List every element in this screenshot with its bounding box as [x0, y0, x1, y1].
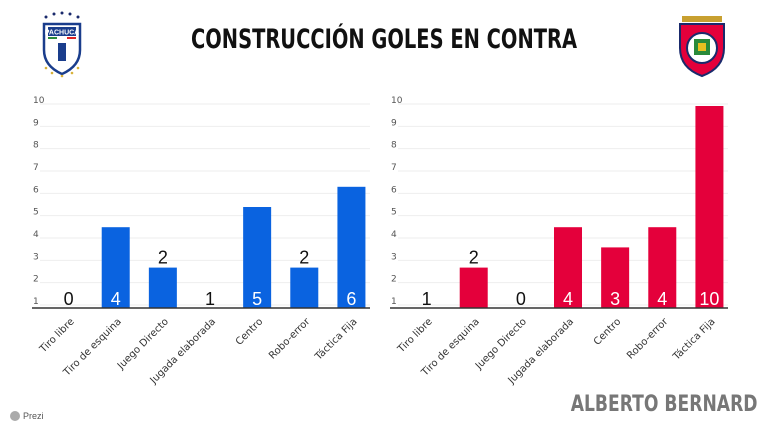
y-tick-label: 7 — [391, 163, 397, 173]
y-tick-label: 1 — [33, 297, 39, 307]
y-tick-label: 8 — [33, 141, 39, 151]
y-tick-label: 10 — [391, 96, 403, 106]
prezi-label: Prezi — [23, 411, 44, 421]
x-tick-label: Táctica Fija — [312, 316, 360, 364]
y-tick-label: 5 — [391, 208, 397, 218]
bar — [101, 227, 130, 308]
chivas-logo — [679, 16, 725, 78]
data-label: 4 — [657, 289, 667, 309]
bar — [695, 106, 724, 308]
bar — [148, 267, 177, 308]
author-name: ALBERTO BERNARD — [571, 392, 758, 417]
x-tick-label: Centro — [234, 316, 265, 347]
y-tick-label: 5 — [33, 208, 39, 218]
x-tick-label: Tiro libre — [395, 316, 434, 355]
y-tick-label: 10 — [33, 96, 45, 106]
svg-text:PACHUCA: PACHUCA — [45, 30, 79, 37]
y-tick-label: 6 — [33, 185, 39, 195]
y-tick-label: 9 — [33, 118, 39, 128]
x-tick-label: Tiro libre — [37, 316, 76, 355]
y-tick-label: 2 — [391, 275, 397, 285]
x-tick-label: Robo-error — [267, 316, 313, 362]
pachuca-logo: PACHUCA — [42, 11, 82, 78]
y-tick-label: 1 — [391, 297, 397, 307]
bar — [337, 186, 366, 308]
data-label: 4 — [563, 289, 573, 309]
y-tick-label: 8 — [391, 141, 397, 151]
y-tick-label: 2 — [33, 275, 39, 285]
data-label: 2 — [158, 248, 168, 268]
x-tick-label: Centro — [592, 316, 623, 347]
data-label: 3 — [610, 289, 620, 309]
data-label: 4 — [111, 289, 121, 309]
x-tick-label: Táctica Fija — [670, 316, 718, 364]
page-title: CONSTRUCCIÓN GOLES EN CONTRA — [191, 24, 577, 55]
bar — [459, 267, 488, 308]
y-tick-label: 9 — [391, 118, 397, 128]
bar — [648, 227, 677, 308]
data-label: 1 — [205, 289, 215, 309]
data-label: 0 — [516, 289, 526, 309]
bar — [243, 207, 272, 308]
bar — [290, 267, 319, 308]
y-tick-label: 4 — [391, 230, 397, 240]
bar — [601, 247, 630, 308]
y-tick-label: 6 — [391, 185, 397, 195]
x-tick-label: Robo-error — [625, 316, 671, 362]
data-label: 6 — [346, 289, 356, 309]
data-label: 1 — [422, 289, 432, 309]
data-label: 0 — [64, 289, 74, 309]
prezi-badge[interactable]: Prezi — [10, 411, 44, 421]
data-label: 2 — [469, 248, 479, 268]
data-label: 2 — [299, 248, 309, 268]
y-tick-label: 7 — [33, 163, 39, 173]
prezi-icon — [10, 411, 20, 421]
y-tick-label: 3 — [391, 252, 397, 262]
y-tick-label: 3 — [33, 252, 39, 262]
data-label: 5 — [252, 289, 262, 309]
data-label: 10 — [699, 289, 719, 309]
y-tick-label: 4 — [33, 230, 39, 240]
bar — [554, 227, 582, 308]
